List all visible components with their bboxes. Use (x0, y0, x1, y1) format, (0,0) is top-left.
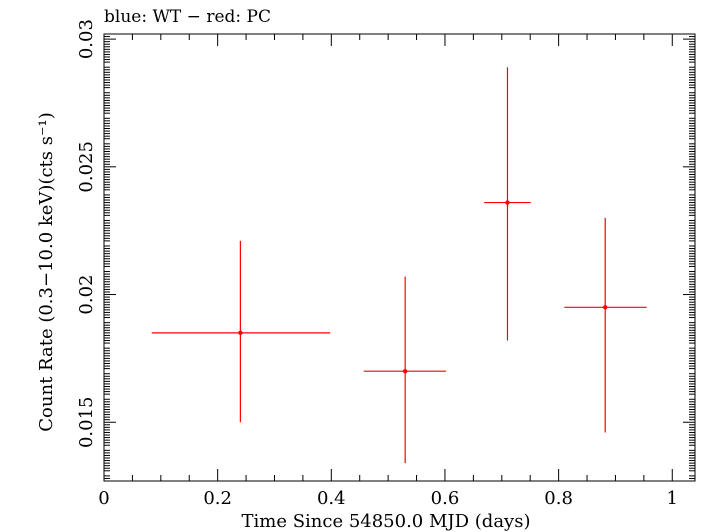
x-tick-label: 0.8 (544, 488, 573, 509)
y-axis-title: Count Rate (0.3−10.0 keV)(cts s⁻¹) (36, 112, 57, 431)
y-tick-label: 0.03 (76, 19, 97, 59)
data-series (151, 67, 647, 464)
chart-annotation: blue: WT − red: PC (104, 7, 271, 27)
y-tick-label: 0.02 (76, 274, 97, 314)
x-axis-ticks: 0 0.2 0.4 0.6 0.8 1 (98, 34, 678, 509)
data-point (505, 200, 510, 205)
data-point (603, 305, 608, 310)
x-tick-label: 1 (667, 488, 678, 509)
x-axis-title: Time Since 54850.0 MJD (days) (241, 511, 530, 532)
x-tick-label: 0.2 (203, 488, 232, 509)
y-tick-label: 0.025 (76, 141, 97, 193)
data-point (402, 368, 408, 374)
x-tick-label: 0 (98, 488, 109, 509)
x-tick-label: 0.6 (431, 488, 460, 509)
y-axis-ticks: 0.015 0.02 0.025 0.03 (76, 19, 695, 479)
plot-frame (103, 33, 696, 482)
x-tick-label: 0.4 (317, 488, 346, 509)
data-point (238, 330, 243, 336)
series-pc (151, 67, 647, 464)
y-tick-label: 0.015 (76, 396, 97, 448)
